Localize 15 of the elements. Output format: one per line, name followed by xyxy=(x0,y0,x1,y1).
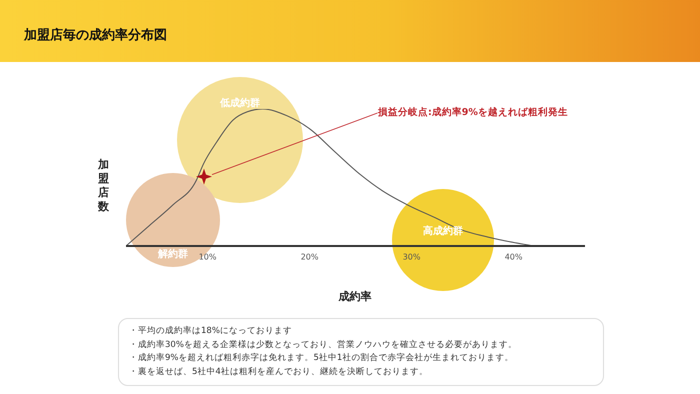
text: 解約群 xyxy=(158,249,188,260)
x-tick-label: 40% xyxy=(504,252,523,262)
x-tick-label: 30% xyxy=(402,252,421,262)
annotation: 低成約群 xyxy=(218,96,261,110)
y-axis-title: 加盟店数 xyxy=(98,158,110,214)
text: ・成約率9%を超えれば粗利赤字は免れます。5社中1社の割合で赤字会社が生まれております。 xyxy=(129,352,514,365)
x-axis-title: 成約率 xyxy=(338,289,372,304)
text: ・成約率30%を超える企業様は少数となっており、営業ノウハウを確立させる必要があります。 xyxy=(129,338,518,352)
annotation: 損益分岐点:成約率9%を越えれば粗利発生 xyxy=(378,106,568,119)
text: ・裏を返せば、5社中4社は粗利を産んでおり、継続を決断しております。 xyxy=(129,366,429,378)
text: ・平均の成約率は18%になっております xyxy=(129,325,293,338)
x-tick-label: 10% xyxy=(198,252,217,262)
annotation: 高成約群 xyxy=(422,224,464,238)
x-tick-label: 20% xyxy=(300,252,319,262)
chart-title: 加盟店毎の成約率分布図 xyxy=(24,26,167,44)
